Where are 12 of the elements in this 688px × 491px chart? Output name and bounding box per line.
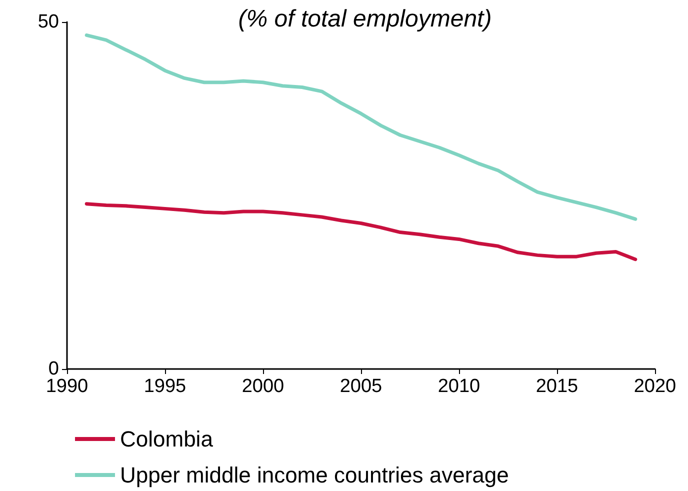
x-tick-label: 2020 (634, 376, 676, 397)
x-tick-label: 2005 (340, 376, 382, 397)
y-tick-label: 50 (38, 12, 59, 32)
line-series (84, 202, 638, 262)
legend-label: Upper middle income countries average (120, 462, 509, 488)
legend-label: Colombia (120, 426, 214, 452)
x-tick-label: 2010 (438, 376, 480, 397)
x-tick-label: 2000 (242, 376, 284, 397)
chart-subtitle: (% of total employment) (238, 6, 492, 32)
x-tick-label: 2015 (536, 376, 578, 397)
x-tick-label: 1995 (144, 376, 186, 397)
line-series (84, 33, 638, 221)
